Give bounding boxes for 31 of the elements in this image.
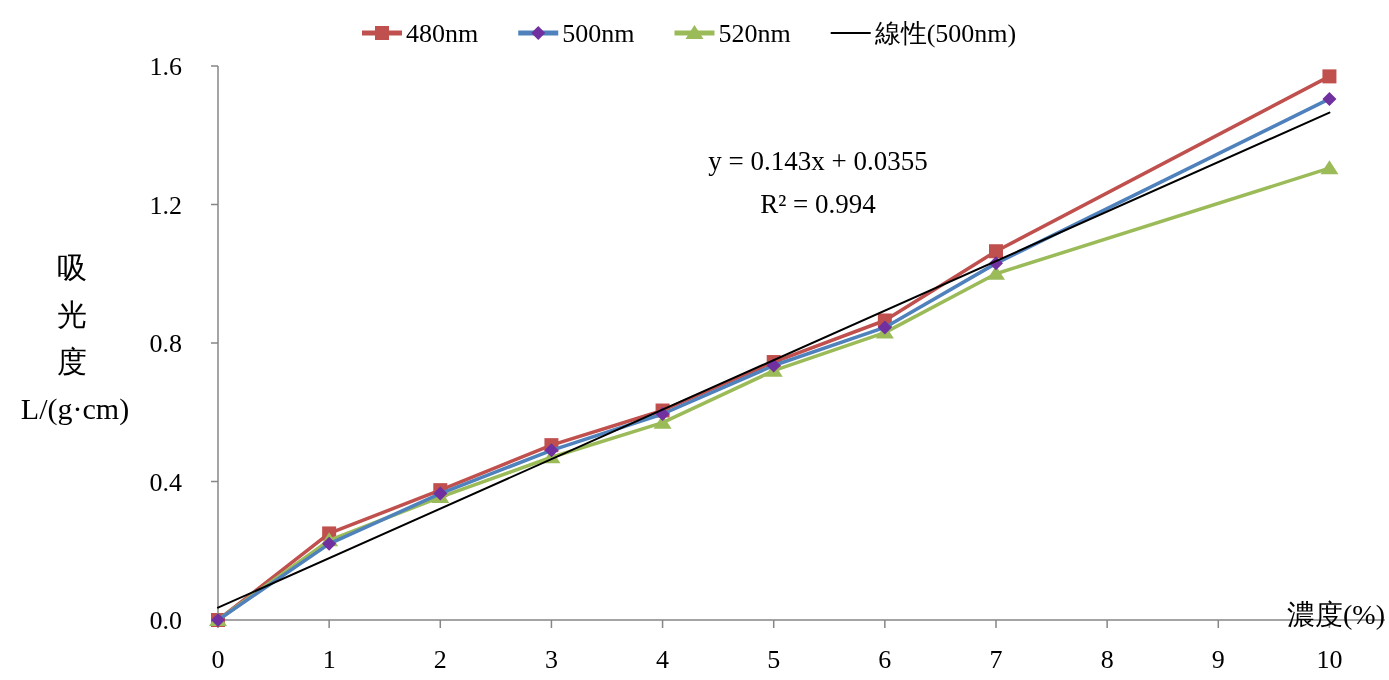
y-tick-label: 1.2 bbox=[149, 190, 182, 220]
point bbox=[1322, 91, 1337, 106]
point bbox=[989, 244, 1003, 259]
y-tick-label: 0.8 bbox=[149, 329, 182, 358]
point bbox=[544, 443, 559, 458]
x-tick-label: 2 bbox=[433, 645, 447, 674]
y-tick-label: 0.4 bbox=[149, 467, 182, 497]
x-axis-title: 濃度(%) bbox=[1287, 599, 1385, 630]
x-tick-label: 4 bbox=[656, 645, 670, 674]
legend-label: 480nm bbox=[406, 19, 479, 48]
x-tick-label: 0 bbox=[211, 645, 225, 674]
point bbox=[877, 320, 892, 335]
x-tick-label: 6 bbox=[878, 645, 892, 674]
y-axis-title: 吸光度 L/(g·cm) bbox=[20, 251, 130, 426]
legend-label: 500nm bbox=[562, 19, 635, 48]
point bbox=[322, 536, 337, 551]
point bbox=[1320, 160, 1339, 175]
x-tick-label: 5 bbox=[767, 645, 781, 674]
legend-label: 520nm bbox=[718, 19, 791, 48]
x-tick-label: 10 bbox=[1316, 645, 1343, 674]
x-tick-label: 7 bbox=[989, 645, 1003, 674]
y-tick-label: 0.0 bbox=[149, 606, 182, 635]
y-tick-label: 1.6 bbox=[149, 52, 182, 81]
x-tick-label: 8 bbox=[1100, 645, 1114, 674]
annotation: y = 0.143x + 0.0355 bbox=[708, 146, 928, 176]
annotation: R² = 0.994 bbox=[760, 189, 877, 219]
point bbox=[1322, 69, 1337, 84]
x-tick-label: 9 bbox=[1211, 645, 1225, 674]
legend-label: 線性(500nm) bbox=[873, 19, 1017, 48]
x-tick-label: 3 bbox=[544, 645, 558, 674]
x-tick-label: 1 bbox=[322, 645, 336, 674]
